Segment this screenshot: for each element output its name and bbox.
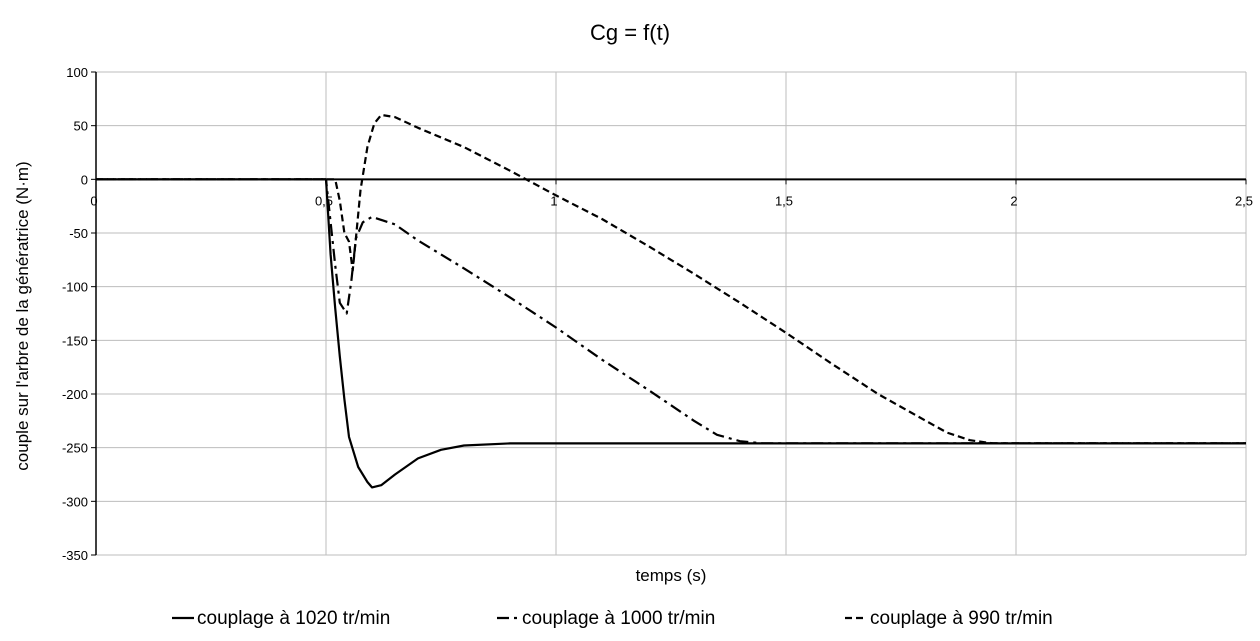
y-tick-label: -250 (62, 441, 88, 456)
series-lines (96, 113, 1246, 489)
y-axis-title: couple sur l'arbre de la génératrice (N·… (13, 161, 32, 470)
x-tick-label: 0 (90, 193, 97, 208)
gridlines (96, 71, 1247, 556)
legend-label-1: couplage à 1020 tr/min (197, 608, 390, 629)
x-tick-label: 1 (550, 193, 557, 208)
series-line-1 (96, 178, 1246, 489)
x-axis-title: temps (s) (636, 566, 707, 585)
y-tick-label: -350 (62, 548, 88, 563)
tick-labels: 100 50 0 -50 -100 -150 -200 -250 -300 -350 0 0,5 1 1,… (62, 65, 1253, 563)
y-tick-label: -200 (62, 387, 88, 402)
x-tick-label: 2,5 (1235, 193, 1253, 208)
chart-title: Cg = f(t) (590, 20, 670, 45)
y-tick-label: 100 (66, 65, 88, 80)
x-tick-label: 1,5 (775, 193, 793, 208)
x-tick-label: 2 (1010, 193, 1017, 208)
series-line-2 (96, 178, 1246, 445)
y-tick-label: -300 (62, 494, 88, 509)
legend: couplage à 1020 tr/min couplage à 1000 tr… (172, 608, 1053, 629)
legend-label-2: couplage à 1000 tr/min (522, 608, 715, 629)
y-tick-label: 50 (74, 119, 88, 134)
series-line-3 (96, 113, 1246, 445)
y-tick-label: -100 (62, 280, 88, 295)
y-tick-label: -50 (69, 226, 88, 241)
y-tick-label: 0 (81, 172, 88, 187)
y-tick-label: -150 (62, 333, 88, 348)
x-tick-label: 0,5 (315, 193, 333, 208)
legend-label-3: couplage à 990 tr/min (870, 608, 1053, 629)
axes (91, 71, 1247, 556)
